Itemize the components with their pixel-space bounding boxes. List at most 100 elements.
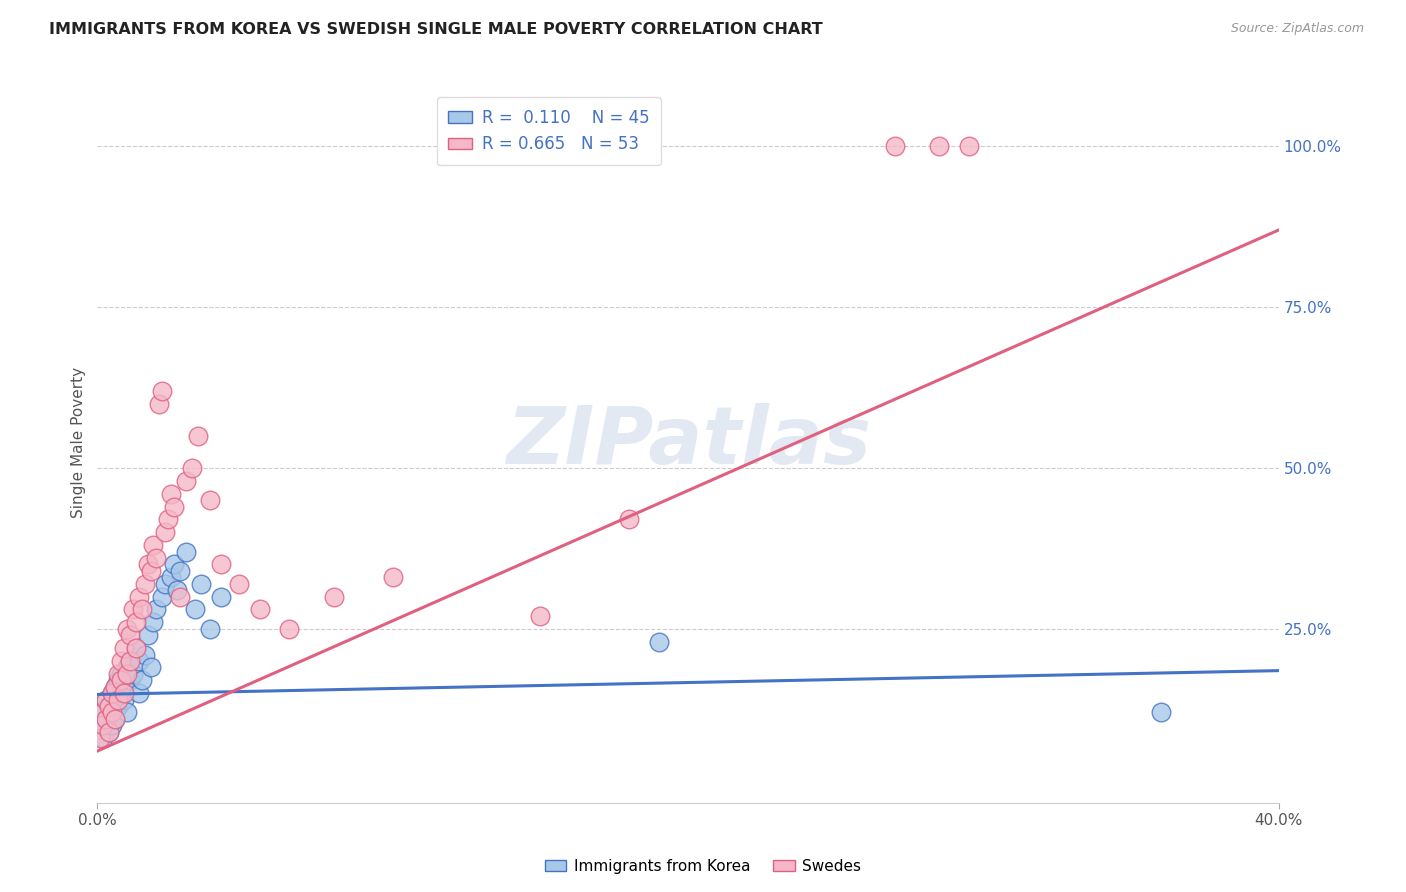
Text: IMMIGRANTS FROM KOREA VS SWEDISH SINGLE MALE POVERTY CORRELATION CHART: IMMIGRANTS FROM KOREA VS SWEDISH SINGLE … bbox=[49, 22, 823, 37]
Point bbox=[198, 622, 221, 636]
Point bbox=[131, 673, 153, 688]
Point bbox=[89, 731, 111, 746]
Point bbox=[163, 500, 186, 514]
Point bbox=[134, 648, 156, 662]
Point bbox=[91, 731, 114, 746]
Point bbox=[115, 666, 138, 681]
Point bbox=[121, 602, 143, 616]
Point bbox=[157, 512, 180, 526]
Point bbox=[228, 576, 250, 591]
Point bbox=[115, 660, 138, 674]
Point bbox=[322, 590, 344, 604]
Point bbox=[209, 558, 232, 572]
Point bbox=[115, 622, 138, 636]
Point bbox=[155, 525, 177, 540]
Point bbox=[136, 628, 159, 642]
Point bbox=[118, 673, 141, 688]
Point bbox=[139, 564, 162, 578]
Point bbox=[125, 641, 148, 656]
Point bbox=[104, 712, 127, 726]
Point bbox=[169, 590, 191, 604]
Point bbox=[118, 654, 141, 668]
Point bbox=[98, 698, 121, 713]
Point bbox=[110, 673, 132, 688]
Point bbox=[883, 139, 905, 153]
Point bbox=[96, 692, 118, 706]
Point bbox=[180, 461, 202, 475]
Point bbox=[118, 628, 141, 642]
Point bbox=[166, 583, 188, 598]
Point bbox=[96, 712, 118, 726]
Point bbox=[128, 590, 150, 604]
Point bbox=[145, 551, 167, 566]
Point bbox=[209, 590, 232, 604]
Point bbox=[96, 712, 118, 726]
Point bbox=[107, 698, 129, 713]
Point bbox=[118, 654, 141, 668]
Point bbox=[101, 706, 124, 720]
Point bbox=[98, 698, 121, 713]
Point bbox=[107, 673, 129, 688]
Point bbox=[89, 718, 111, 732]
Point bbox=[187, 429, 209, 443]
Point bbox=[957, 139, 980, 153]
Point bbox=[198, 493, 221, 508]
Point bbox=[91, 706, 114, 720]
Point bbox=[110, 686, 132, 700]
Point bbox=[96, 692, 118, 706]
Point bbox=[104, 712, 127, 726]
Point bbox=[112, 641, 135, 656]
Point bbox=[91, 706, 114, 720]
Point bbox=[142, 538, 165, 552]
Point bbox=[155, 576, 177, 591]
Point bbox=[91, 718, 114, 732]
Point bbox=[169, 564, 191, 578]
Point bbox=[101, 706, 124, 720]
Point bbox=[139, 660, 162, 674]
Point bbox=[115, 706, 138, 720]
Point bbox=[150, 384, 173, 398]
Point bbox=[647, 634, 669, 648]
Point bbox=[110, 654, 132, 668]
Point bbox=[110, 666, 132, 681]
Point bbox=[104, 680, 127, 694]
Point bbox=[1150, 706, 1173, 720]
Point bbox=[163, 558, 186, 572]
Point bbox=[131, 602, 153, 616]
Point bbox=[107, 692, 129, 706]
Point bbox=[278, 622, 301, 636]
Point bbox=[98, 724, 121, 739]
Point bbox=[101, 686, 124, 700]
Point bbox=[381, 570, 404, 584]
Text: Source: ZipAtlas.com: Source: ZipAtlas.com bbox=[1230, 22, 1364, 36]
Point bbox=[160, 486, 183, 500]
Legend: Immigrants from Korea, Swedes: Immigrants from Korea, Swedes bbox=[538, 853, 868, 880]
Point bbox=[148, 396, 170, 410]
Point bbox=[184, 602, 207, 616]
Point bbox=[98, 724, 121, 739]
Point bbox=[128, 654, 150, 668]
Point bbox=[125, 615, 148, 630]
Point bbox=[101, 718, 124, 732]
Point bbox=[617, 512, 640, 526]
Point bbox=[190, 576, 212, 591]
Point bbox=[112, 686, 135, 700]
Point bbox=[529, 609, 551, 624]
Point bbox=[249, 602, 271, 616]
Legend: R =  0.110    N = 45, R = 0.665   N = 53: R = 0.110 N = 45, R = 0.665 N = 53 bbox=[436, 97, 661, 165]
Point bbox=[112, 692, 135, 706]
Point bbox=[928, 139, 950, 153]
Point bbox=[104, 680, 127, 694]
Point bbox=[128, 686, 150, 700]
Point bbox=[134, 576, 156, 591]
Point bbox=[112, 680, 135, 694]
Point bbox=[145, 602, 167, 616]
Point bbox=[174, 474, 197, 488]
Point bbox=[125, 641, 148, 656]
Point bbox=[107, 666, 129, 681]
Point bbox=[150, 590, 173, 604]
Y-axis label: Single Male Poverty: Single Male Poverty bbox=[72, 367, 86, 517]
Text: ZIPatlas: ZIPatlas bbox=[506, 403, 870, 481]
Point bbox=[101, 686, 124, 700]
Point bbox=[160, 570, 183, 584]
